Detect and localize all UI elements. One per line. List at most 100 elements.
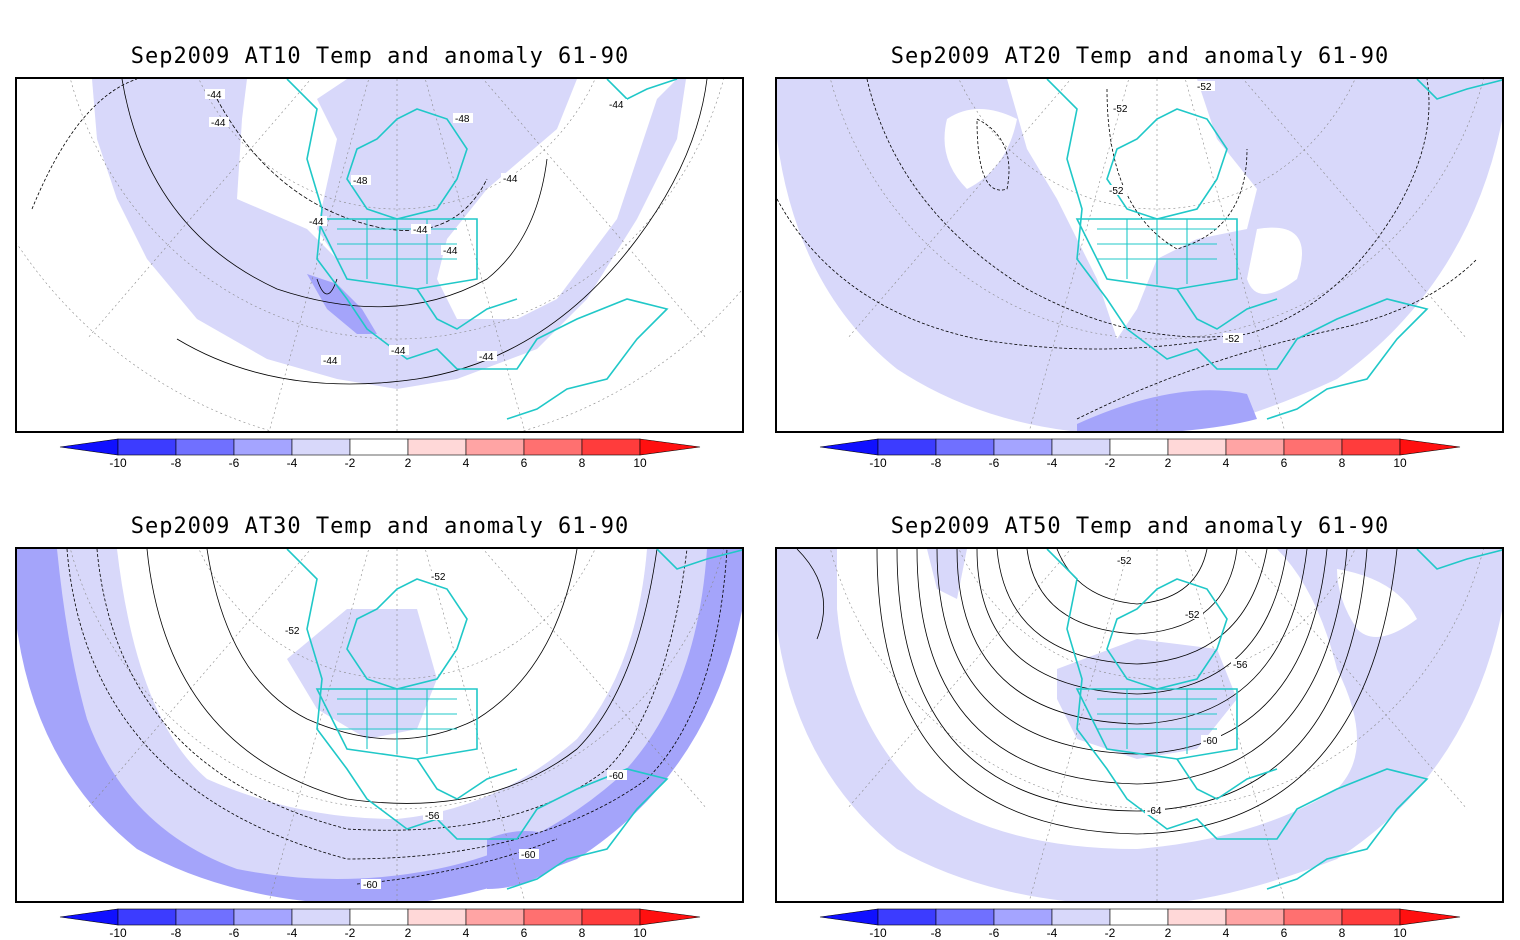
colorbar-tick-label: -6 <box>989 456 1000 468</box>
map-area[interactable]: -52 -52 -52 -52 <box>775 77 1504 433</box>
contour-label: -52 <box>1109 186 1124 197</box>
colorbar: -10 -8 -6 -4 -2 2 4 6 8 10 <box>59 908 701 938</box>
colorbar-tick-label: -6 <box>989 926 1000 938</box>
panel-title: Sep2009 AT50 Temp and anomaly 61-90 <box>890 514 1390 539</box>
colorbar-tick-label: -4 <box>1047 926 1058 938</box>
colorbar-tick-label: -2 <box>345 456 356 468</box>
contour-label: -52 <box>1197 82 1212 93</box>
contour-labels: -52 -52 -52 -52 <box>1107 81 1243 345</box>
contour-label: -60 <box>1203 736 1218 747</box>
contour-label: -52 <box>1225 334 1240 345</box>
panel-title: Sep2009 AT30 Temp and anomaly 61-90 <box>130 514 630 539</box>
map-svg: -52 -52 -56 -60 -60 -60 <box>17 549 742 901</box>
anomaly-region <box>92 79 686 389</box>
panel-at50: Sep2009 AT50 Temp and anomaly 61-90 <box>760 470 1520 940</box>
anomaly-region-none <box>1247 227 1302 294</box>
colorbar-tick-label: -10 <box>869 926 887 938</box>
colorbar-tick-label: -10 <box>109 456 127 468</box>
contour-label: -44 <box>207 90 222 101</box>
colorbar: -10 -8 -6 -4 -2 2 4 6 8 10 <box>59 438 701 468</box>
contours <box>777 79 1478 420</box>
colorbar-tick-label: -4 <box>287 456 298 468</box>
panel-title: Sep2009 AT20 Temp and anomaly 61-90 <box>890 44 1390 69</box>
contour-label: -44 <box>503 174 518 185</box>
colorbar-tick-label: 6 <box>521 456 528 468</box>
colorbar-tick-label: -4 <box>1047 456 1058 468</box>
colorbar-tick-label: -8 <box>931 456 942 468</box>
contour-label: -44 <box>323 356 338 367</box>
panel-title: Sep2009 AT10 Temp and anomaly 61-90 <box>130 44 630 69</box>
colorbar-tick-label: 10 <box>633 926 647 938</box>
coastlines <box>1046 79 1502 420</box>
colorbar-tick-label: 6 <box>521 926 528 938</box>
graticule <box>70 549 724 901</box>
colorbar-tick-label: 10 <box>633 456 647 468</box>
contours <box>796 549 1398 835</box>
contour-label: -60 <box>363 880 378 891</box>
graticule <box>830 549 1484 901</box>
colorbar-tick-label: -10 <box>109 926 127 938</box>
contour-label: -44 <box>391 346 406 357</box>
colorbar-tick-label: 8 <box>579 926 586 938</box>
colorbar-tick-label: -8 <box>171 926 182 938</box>
colorbar-tick-label: -2 <box>345 926 356 938</box>
anomaly-region-light <box>287 609 437 739</box>
contour-label: -60 <box>609 771 624 782</box>
map-area[interactable]: -52 -52 -56 -60 -64 <box>775 547 1504 903</box>
contour-label: -44 <box>413 225 428 236</box>
contour-label: -44 <box>309 217 324 228</box>
colorbar-tick-label: 2 <box>1165 456 1172 468</box>
panel-at10: Sep2009 AT10 Temp and anomaly 61-90 <box>0 0 760 470</box>
colorbar-tick-label: 8 <box>1339 456 1346 468</box>
contour-label: -52 <box>1113 104 1128 115</box>
contour-label: -64 <box>1147 806 1162 817</box>
contour-labels: -52 -52 -56 -60 -64 <box>1115 555 1251 817</box>
contour-label: -60 <box>521 850 536 861</box>
anomaly-region-strong <box>1077 390 1257 431</box>
colorbar-tick-label: -6 <box>229 926 240 938</box>
graticule <box>830 79 1484 431</box>
colorbar-tick-label: 2 <box>405 456 412 468</box>
colorbar-tick-label: -8 <box>171 456 182 468</box>
contour-label: -44 <box>211 118 226 129</box>
colorbar-tick-label: -4 <box>287 926 298 938</box>
contour-label: -52 <box>1185 610 1200 621</box>
contour-label: -48 <box>455 114 470 125</box>
colorbar-tick-label: 4 <box>1223 926 1230 938</box>
colorbar: -10 -8 -6 -4 -2 2 4 6 8 10 <box>819 908 1461 938</box>
colorbar-tick-label: 6 <box>1281 456 1288 468</box>
coastlines <box>1046 549 1502 890</box>
contour-label: -52 <box>431 572 446 583</box>
contour-label: -44 <box>443 246 458 257</box>
contours <box>31 79 708 385</box>
colorbar-tick-label: 10 <box>1393 926 1407 938</box>
colorbar-tick-label: 8 <box>1339 926 1346 938</box>
map-svg: -44 -44 -48 -48 -44 -44 -44 -44 -44 -44 … <box>17 79 742 431</box>
contour-label: -52 <box>285 626 300 637</box>
panel-at20: Sep2009 AT20 Temp and anomaly 61-90 <box>760 0 1520 470</box>
graticule <box>17 79 742 431</box>
colorbar: -10 -8 -6 -4 -2 2 4 6 8 10 <box>819 438 1461 468</box>
contour-label: -56 <box>1233 660 1248 671</box>
colorbar-tick-label: 2 <box>1165 926 1172 938</box>
map-svg: -52 -52 -52 -52 <box>777 79 1502 431</box>
map-svg: -52 -52 -56 -60 -64 <box>777 549 1502 901</box>
anomaly-region-strong <box>487 831 577 889</box>
contour-label: -48 <box>353 176 368 187</box>
coastlines <box>286 549 742 890</box>
panel-at30: Sep2009 AT30 Temp and anomaly 61-90 <box>0 470 760 940</box>
colorbar-tick-label: 2 <box>405 926 412 938</box>
colorbar-tick-label: -6 <box>229 456 240 468</box>
colorbar-tick-label: 8 <box>579 456 586 468</box>
colorbar-tick-label: -2 <box>1105 926 1116 938</box>
anomaly-region-none <box>944 109 1017 189</box>
map-area[interactable]: -52 -52 -56 -60 -60 -60 <box>15 547 744 903</box>
colorbar-tick-label: 4 <box>1223 456 1230 468</box>
contour-label: -52 <box>1117 556 1132 567</box>
contour-label: -44 <box>609 100 624 111</box>
colorbar-tick-label: -8 <box>931 926 942 938</box>
contour-labels: -52 -52 -56 -60 -60 -60 <box>283 571 627 891</box>
map-area[interactable]: -44 -44 -48 -48 -44 -44 -44 -44 -44 -44 … <box>15 77 744 433</box>
colorbar-tick-label: 4 <box>463 456 470 468</box>
contour-labels: -44 -44 -48 -48 -44 -44 -44 -44 -44 -44 … <box>205 89 627 367</box>
